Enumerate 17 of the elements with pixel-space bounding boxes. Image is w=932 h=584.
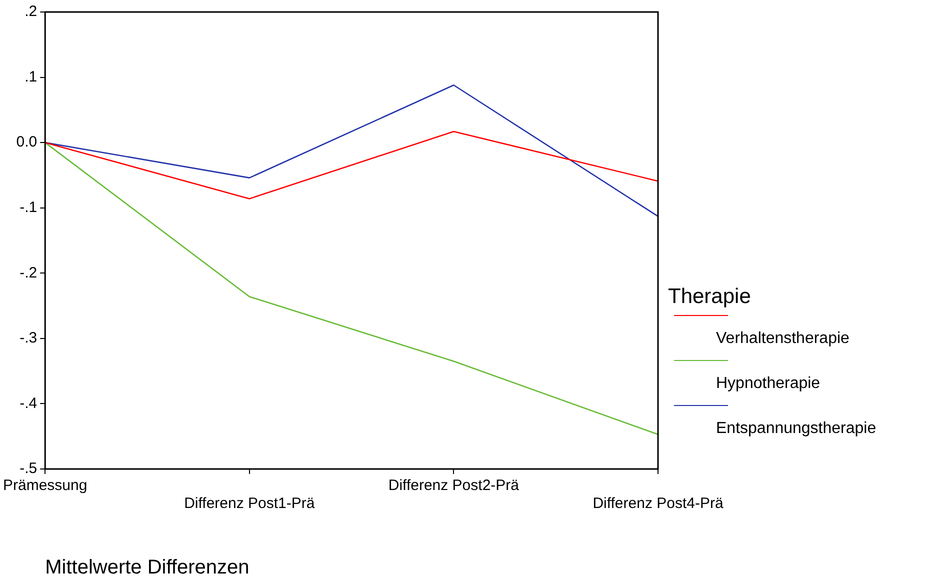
x-tick-label: Differenz Post4-Prä xyxy=(592,495,724,512)
y-tick-label: .2 xyxy=(24,3,38,20)
y-tick-label: -.1 xyxy=(20,199,38,216)
legend-label: Entspannungstherapie xyxy=(716,420,876,438)
legend-label: Hypnotherapie xyxy=(716,375,822,393)
legend-title: Therapie xyxy=(668,285,752,309)
x-tick-label: Differenz Post1-Prä xyxy=(184,495,316,512)
y-tick-label: -.3 xyxy=(20,330,38,347)
y-tick-label: -.4 xyxy=(20,394,38,412)
y-tick-label: -.2 xyxy=(20,264,38,282)
x-tick-label: Differenz Post2-Prä xyxy=(388,477,520,494)
y-tick-label: 0.0 xyxy=(16,134,38,151)
y-tick-label: .1 xyxy=(24,68,38,86)
y-tick-label: -.5 xyxy=(20,460,38,478)
legend-label: Verhaltenstherapie xyxy=(716,330,850,348)
x-axis-title: Mittelwerte Differenzen xyxy=(45,556,250,579)
x-tick-label: Prämessung xyxy=(2,477,88,494)
